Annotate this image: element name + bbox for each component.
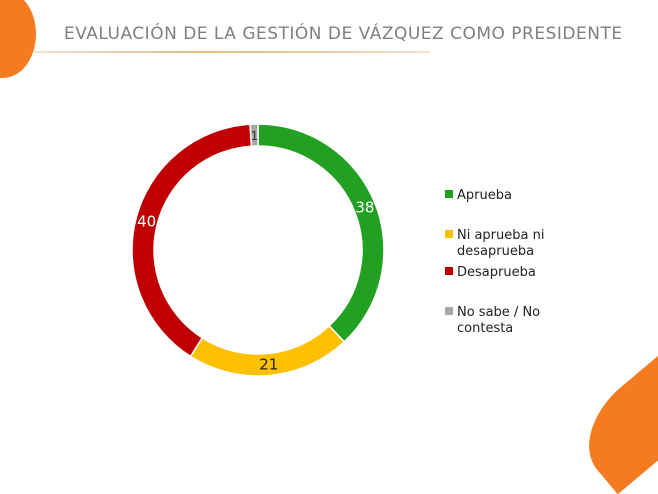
data-label: 21 (259, 355, 278, 373)
donut-chart: 38 21 40 1 (131, 123, 385, 377)
title-underline (34, 51, 430, 53)
legend-label: Ni aprueba ni desaprueba (457, 228, 545, 259)
slice-desaprueba (131, 123, 253, 358)
data-label: 40 (137, 212, 156, 230)
data-label: 38 (355, 199, 374, 217)
legend-item: Ni aprueba ni desaprueba (445, 228, 544, 260)
slice-aprueba (257, 123, 385, 343)
legend-swatch (445, 307, 453, 315)
page-title: EVALUACIÓN DE LA GESTIÓN DE VÁZQUEZ COMO… (64, 24, 623, 44)
legend-swatch (445, 190, 453, 198)
legend-item: No sabe / No contesta (445, 305, 540, 337)
legend-label: Desaprueba (457, 265, 536, 280)
legend-item: Aprueba (445, 188, 512, 204)
legend-label: Aprueba (457, 188, 512, 203)
legend-item: Desaprueba (445, 265, 536, 281)
legend-swatch (445, 230, 453, 238)
legend-label: No sabe / No contesta (457, 305, 541, 336)
slice-no-sabe-no-contesta (249, 123, 259, 148)
data-label: 1 (251, 129, 259, 143)
legend-swatch (445, 267, 453, 275)
